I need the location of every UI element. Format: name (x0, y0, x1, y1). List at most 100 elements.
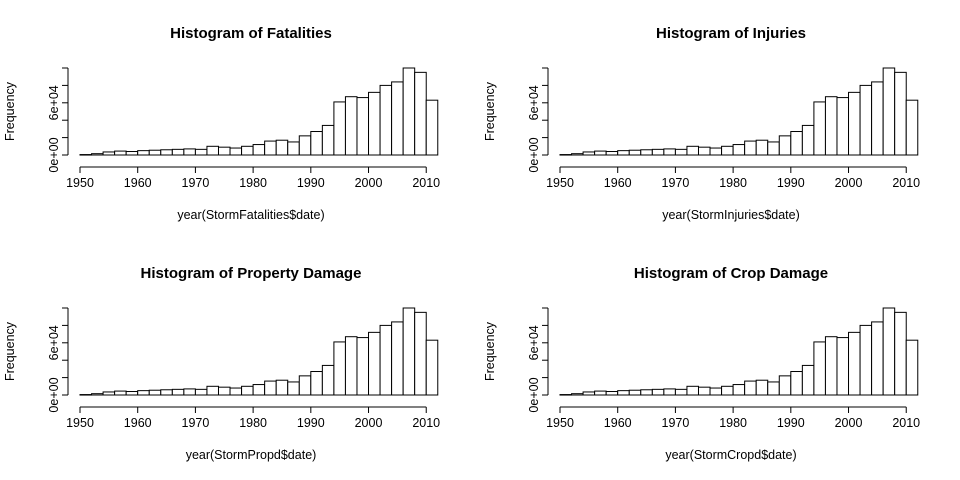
histogram-bar (379, 84, 393, 156)
x-tick-label: 1960 (124, 176, 152, 190)
x-tick-label: 1960 (604, 416, 632, 430)
histogram-bar (183, 388, 196, 396)
histogram-bar (617, 390, 630, 396)
histogram-bar (333, 101, 346, 156)
histogram-bar (241, 145, 254, 156)
histogram-bar (871, 321, 884, 396)
y-tick-label: 0e+00 (47, 377, 61, 412)
histogram-bar (102, 151, 116, 156)
y-tick-label: 6e+04 (527, 325, 541, 360)
histogram-bar (617, 150, 630, 156)
histogram-bar (148, 389, 162, 396)
histogram-bar (425, 339, 439, 396)
histogram-bar (709, 147, 723, 156)
histogram-bar (732, 384, 746, 396)
histogram-bar (813, 101, 826, 156)
histogram-bar (571, 393, 584, 396)
histogram-bar (252, 144, 266, 156)
chart-title: Histogram of Fatalities (170, 25, 332, 42)
histogram-bar (755, 379, 769, 396)
x-tick-label: 1990 (297, 176, 325, 190)
histogram-bar (859, 324, 873, 396)
histogram-bar (402, 307, 416, 396)
histogram-bar (824, 96, 838, 156)
histogram-bar (414, 311, 427, 396)
histogram-bar (137, 390, 150, 396)
x-tick-label: 1960 (124, 416, 152, 430)
histogram-bar (171, 388, 185, 396)
histogram-bar (148, 149, 162, 156)
x-axis-label: year(StormCropd$date) (665, 448, 796, 462)
histogram-bar (217, 386, 231, 396)
histogram-bar (287, 141, 300, 156)
histogram-bar (310, 131, 323, 156)
histogram-bar (848, 91, 861, 156)
histogram-bar (859, 84, 873, 156)
histogram-bar (767, 381, 780, 396)
histogram-bar (102, 391, 116, 396)
x-tick-label: 1980 (719, 176, 747, 190)
histogram-bar (114, 150, 127, 156)
histogram-bar (871, 81, 884, 156)
histogram-bar (778, 135, 792, 156)
histogram-bar (391, 321, 404, 396)
y-tick-label: 0e+00 (527, 137, 541, 172)
histogram-bar (160, 389, 173, 396)
histogram-bar (79, 394, 93, 396)
histogram-bar (755, 139, 769, 156)
histogram-bar (79, 154, 93, 156)
histogram-bar (275, 379, 289, 396)
histogram-bar (582, 151, 596, 156)
histogram-bar (321, 364, 335, 396)
histogram-bar (697, 146, 711, 156)
x-tick-label: 1950 (546, 416, 574, 430)
x-tick-label: 2000 (835, 416, 863, 430)
histogram-bar (801, 364, 815, 396)
histogram-bar (721, 145, 734, 156)
chart-title: Histogram of Property Damage (141, 265, 362, 282)
histogram-bar (379, 324, 393, 396)
histogram-bar (582, 391, 596, 396)
histogram-bar (801, 124, 815, 156)
histogram-bar (91, 153, 104, 156)
histogram-bar (651, 148, 665, 156)
histogram-bar (287, 381, 300, 396)
y-tick-label: 0e+00 (47, 137, 61, 172)
histogram-bar (171, 148, 185, 156)
histogram-bar (732, 144, 746, 156)
histogram-bar (310, 371, 323, 396)
histogram-bar (137, 150, 150, 156)
y-axis-label: Frequency (3, 321, 17, 381)
histogram-bar (206, 385, 219, 396)
histogram-bar (663, 148, 676, 156)
histogram-bar (686, 145, 699, 156)
histogram-bar (594, 390, 607, 396)
histogram-bar (628, 389, 642, 396)
histogram-bar (333, 341, 346, 396)
histogram-bar (194, 148, 208, 156)
histogram-bar (298, 135, 312, 156)
histogram-bar (241, 385, 254, 396)
histogram-bar (391, 81, 404, 156)
histogram-bar (229, 387, 243, 396)
histogram-bar (125, 151, 139, 156)
chart-title: Histogram of Crop Damage (634, 265, 828, 282)
x-tick-label: 2010 (412, 176, 440, 190)
histogram-bar (894, 71, 907, 156)
histogram-bar (194, 388, 208, 396)
histogram-bar (368, 331, 381, 396)
histogram-bar (674, 388, 688, 396)
x-tick-label: 2010 (892, 416, 920, 430)
histogram-bar (594, 150, 607, 156)
histogram-bar (905, 99, 919, 156)
x-tick-label: 2000 (355, 176, 383, 190)
histogram-bar (744, 140, 757, 156)
x-tick-label: 1990 (777, 416, 805, 430)
x-tick-label: 1970 (182, 416, 210, 430)
histogram-bar (264, 140, 277, 156)
histogram-bar (559, 394, 573, 396)
histogram-bar (640, 389, 653, 396)
histogram-bar (824, 336, 838, 396)
histogram-bar (356, 97, 370, 156)
